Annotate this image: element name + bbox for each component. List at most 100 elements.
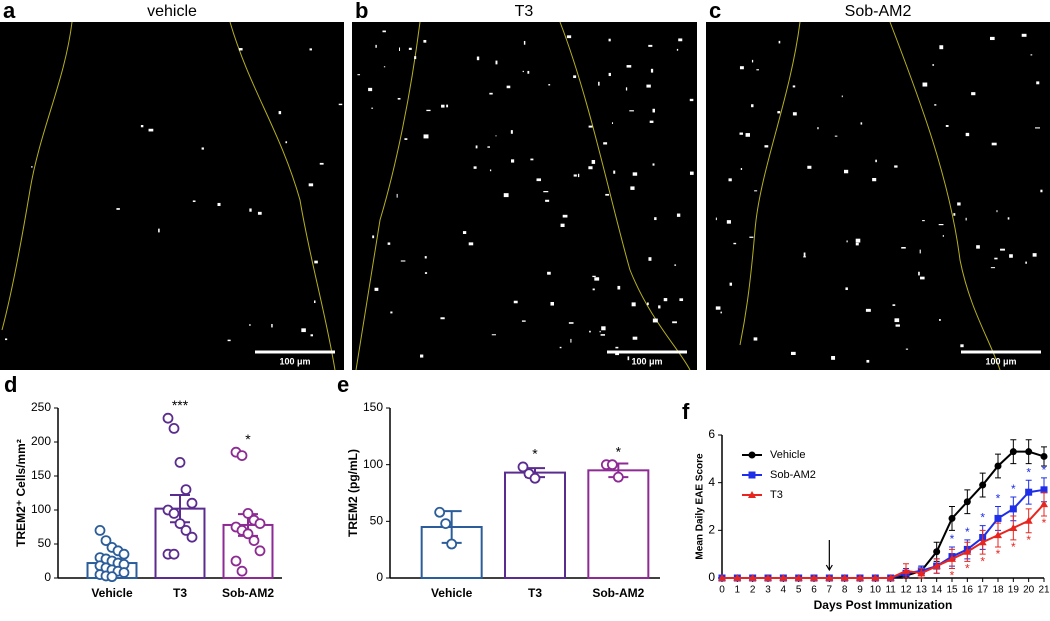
speck — [357, 74, 361, 76]
x-tick-label: Sob-AM2 — [592, 586, 644, 600]
speck — [652, 163, 655, 166]
speck — [495, 60, 498, 65]
data-point — [254, 518, 266, 529]
speck — [753, 337, 758, 341]
speck — [865, 308, 871, 312]
data-point — [1009, 448, 1017, 456]
panel-label: b — [355, 0, 368, 23]
data-point — [118, 548, 130, 560]
data-point — [1040, 486, 1048, 494]
speck — [843, 169, 849, 174]
panel-label: c — [709, 0, 721, 23]
image-c — [706, 21, 1050, 371]
data-point — [180, 525, 192, 536]
y-tick-label: 150 — [363, 400, 383, 414]
x-tick-label: 7 — [827, 585, 833, 596]
speck — [739, 66, 744, 70]
y-tick-label: 6 — [708, 427, 715, 441]
data-point — [118, 567, 130, 578]
panel-label: a — [3, 0, 16, 23]
legend-label: Sob-AM2 — [770, 469, 816, 481]
speck — [754, 190, 758, 192]
speck — [547, 271, 551, 275]
speck — [562, 214, 568, 218]
speck — [390, 311, 393, 314]
speck — [424, 256, 427, 259]
data-point — [825, 574, 834, 581]
speck — [990, 267, 996, 269]
speck — [475, 145, 478, 149]
data-point — [168, 508, 180, 519]
speck — [201, 147, 204, 150]
speck — [591, 159, 596, 164]
arrow — [825, 540, 833, 572]
speck — [892, 304, 896, 306]
speck — [513, 300, 518, 304]
speck — [626, 65, 632, 68]
speck — [777, 111, 781, 114]
speck — [872, 177, 877, 182]
speck — [901, 247, 906, 249]
data-point — [180, 484, 192, 496]
speck — [632, 172, 638, 176]
speck — [855, 238, 861, 243]
data-point — [779, 574, 788, 581]
speck — [446, 104, 449, 108]
speck — [560, 223, 565, 228]
speck — [613, 170, 616, 174]
speck — [383, 66, 386, 68]
speck — [739, 132, 743, 135]
x-tick-label: 5 — [796, 585, 802, 596]
speck — [522, 70, 524, 73]
data-point — [994, 531, 1002, 539]
speck — [404, 138, 408, 140]
significance: * — [245, 431, 251, 447]
panel-label: d — [4, 372, 17, 397]
speck — [1009, 254, 1013, 258]
speck — [996, 210, 998, 213]
speck — [720, 311, 722, 314]
speck — [371, 107, 374, 109]
data-point — [529, 472, 541, 484]
scale-label: 100 μm — [279, 356, 310, 366]
data-point — [994, 514, 1002, 522]
data-point — [1025, 448, 1033, 456]
speck — [663, 298, 668, 302]
speck — [905, 348, 909, 350]
speck — [817, 127, 819, 130]
speck — [989, 36, 995, 41]
speck — [652, 108, 655, 113]
speck — [598, 81, 600, 86]
speck — [238, 48, 243, 51]
significance: * — [1026, 533, 1031, 547]
significance: * — [532, 446, 538, 462]
speck — [715, 217, 717, 221]
speck — [506, 85, 511, 89]
x-tick-label: 6 — [811, 585, 817, 596]
significance: * — [980, 511, 985, 525]
data-point — [994, 462, 1002, 470]
y-tick-label: 200 — [31, 434, 51, 448]
data-point — [978, 538, 987, 546]
significance: * — [1042, 463, 1047, 477]
speck — [559, 346, 562, 349]
speck — [31, 166, 33, 168]
speck — [257, 211, 262, 215]
x-tick-label: Vehicle — [431, 586, 473, 600]
speck — [676, 48, 679, 51]
speck — [527, 70, 530, 74]
x-tick-label: 11 — [885, 585, 896, 596]
speck — [965, 217, 967, 221]
speck — [375, 44, 377, 48]
speck — [689, 171, 694, 175]
data-point — [186, 531, 198, 543]
significance: * — [616, 443, 622, 459]
speck — [473, 166, 477, 169]
panel-title: T3 — [515, 3, 534, 20]
speck — [249, 208, 252, 212]
speck — [423, 39, 427, 43]
data-point — [186, 497, 198, 509]
speck — [338, 103, 343, 106]
data-point — [434, 506, 446, 518]
speck — [932, 64, 935, 66]
